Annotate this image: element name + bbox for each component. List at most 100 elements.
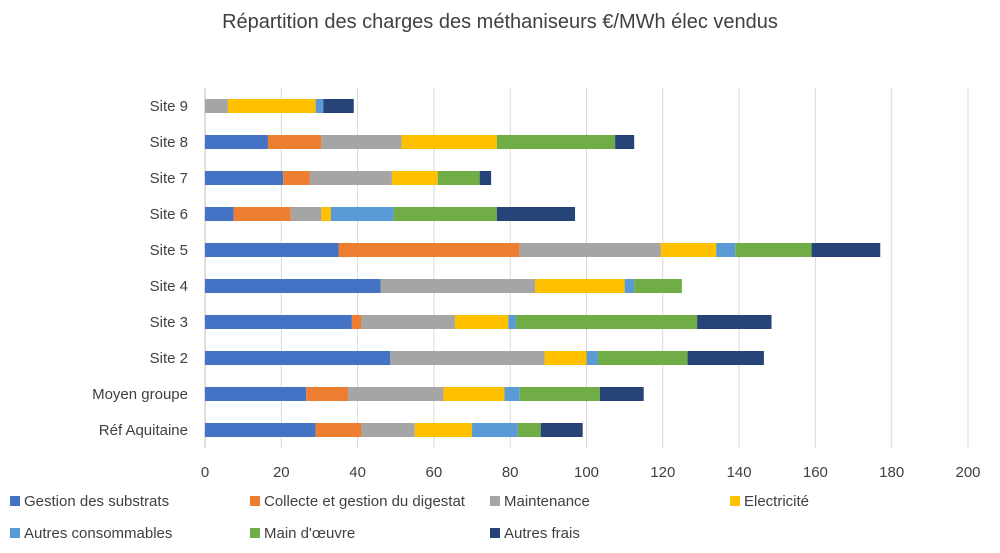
bar-segment (227, 99, 316, 113)
bar-segment (205, 351, 391, 365)
legend-swatch (250, 528, 260, 538)
bar-segment (205, 387, 307, 401)
bar-segment (437, 171, 480, 185)
bar-segment (361, 423, 415, 437)
category-label: Réf Aquitaine (99, 422, 188, 439)
bar-segment (205, 423, 316, 437)
bar-segment (283, 171, 310, 185)
category-labels: Réf Aquitaine Moyen groupe Site 2 Site 3 Sit… (92, 98, 188, 439)
bar-segment (811, 243, 881, 257)
bar-segment (697, 315, 772, 329)
category-label: Site 4 (150, 278, 188, 295)
chart-title: Répartition des charges des méthaniseurs… (222, 11, 778, 33)
x-tick-label: 120 (650, 464, 675, 481)
bar-segment (205, 135, 268, 149)
bar-segment (472, 423, 518, 437)
legend: Gestion des substrats Collecte et gestion… (10, 493, 809, 542)
bar-segment (205, 171, 284, 185)
legend-swatch (10, 528, 20, 538)
x-tick-label: 40 (349, 464, 366, 481)
bar-segment (540, 423, 583, 437)
legend-label: Autres consommables (24, 525, 172, 542)
x-tick-label: 140 (727, 464, 752, 481)
bar-segment (517, 423, 541, 437)
bar-segment (615, 135, 635, 149)
bars (205, 99, 881, 437)
legend-label: Main d'œuvre (264, 525, 355, 542)
bar-segment (454, 315, 509, 329)
x-tick-label: 80 (502, 464, 519, 481)
x-tick-label: 180 (879, 464, 904, 481)
bar-segment (351, 315, 362, 329)
bar-segment (205, 315, 352, 329)
bar-segment (414, 423, 473, 437)
bar-segment (515, 315, 698, 329)
bar-segment (519, 243, 661, 257)
legend-label: Electricité (744, 493, 809, 510)
bar-segment (361, 315, 455, 329)
bar-segment (380, 279, 535, 293)
bar-segment (321, 135, 402, 149)
category-label: Site 7 (150, 170, 188, 187)
bar-segment (391, 171, 438, 185)
category-label: Moyen groupe (92, 386, 188, 403)
bar-segment (205, 243, 339, 257)
bar-segment (534, 279, 625, 293)
category-label: Site 5 (150, 242, 188, 259)
bar-segment (348, 387, 444, 401)
bar-segment (338, 243, 520, 257)
legend-swatch (10, 496, 20, 506)
x-tick-label: 160 (803, 464, 828, 481)
bar-segment (205, 99, 228, 113)
bar-segment (496, 207, 576, 221)
bar-segment (519, 387, 600, 401)
bar-segment (205, 207, 234, 221)
bar-segment (309, 171, 392, 185)
legend-label: Collecte et gestion du digestat (264, 493, 466, 510)
bar-segment (401, 135, 497, 149)
category-label: Site 2 (150, 350, 188, 367)
bar-segment (330, 207, 394, 221)
bar-segment (306, 387, 349, 401)
bar-segment (508, 315, 516, 329)
bar-segment (290, 207, 322, 221)
x-tick-labels: 0 20 40 60 80 100 120 140 160 180 200 (201, 464, 981, 481)
legend-label: Autres frais (504, 525, 580, 542)
legend-label: Maintenance (504, 493, 590, 510)
bar-segment (735, 243, 812, 257)
bar-segment (267, 135, 322, 149)
category-label: Site 8 (150, 134, 188, 151)
bar-segment (315, 99, 324, 113)
bar-segment (315, 423, 362, 437)
bar-segment (716, 243, 736, 257)
x-tick-label: 200 (955, 464, 980, 481)
bar-segment (586, 351, 598, 365)
x-tick-label: 0 (201, 464, 209, 481)
legend-swatch (490, 528, 500, 538)
bar-segment (393, 207, 497, 221)
bar-segment (599, 387, 644, 401)
bar-segment (660, 243, 717, 257)
legend-label: Gestion des substrats (24, 493, 169, 510)
bar-segment (597, 351, 688, 365)
bar-segment (504, 387, 520, 401)
category-label: Site 9 (150, 98, 188, 115)
legend-swatch (250, 496, 260, 506)
bar-segment (479, 171, 492, 185)
bar-segment (496, 135, 616, 149)
legend-swatch (490, 496, 500, 506)
bar-segment (687, 351, 764, 365)
bar-segment (443, 387, 505, 401)
bar-segment (624, 279, 635, 293)
bar-segment (634, 279, 682, 293)
legend-swatch (730, 496, 740, 506)
category-label: Site 3 (150, 314, 188, 331)
x-tick-label: 60 (426, 464, 443, 481)
bar-segment (205, 279, 381, 293)
category-label: Site 6 (150, 206, 188, 223)
bar-segment (233, 207, 291, 221)
x-tick-label: 100 (574, 464, 599, 481)
x-tick-label: 20 (273, 464, 290, 481)
bar-segment (544, 351, 587, 365)
